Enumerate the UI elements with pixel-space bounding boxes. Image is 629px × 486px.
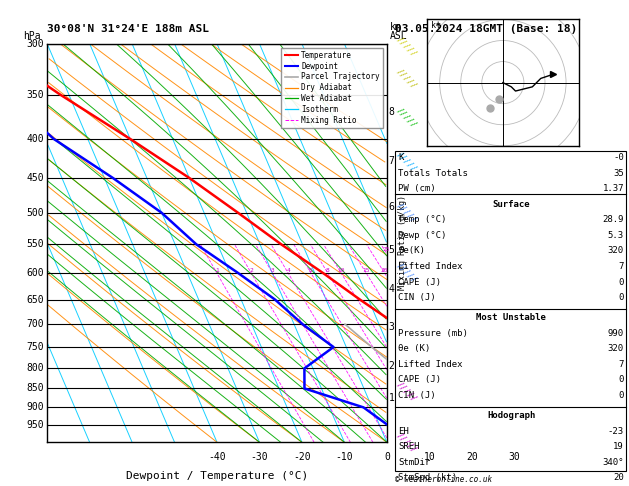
- Text: 2: 2: [249, 268, 253, 273]
- Text: 800: 800: [26, 364, 44, 373]
- Legend: Temperature, Dewpoint, Parcel Trajectory, Dry Adiabat, Wet Adiabat, Isotherm, Mi: Temperature, Dewpoint, Parcel Trajectory…: [281, 48, 383, 128]
- Text: K: K: [398, 153, 404, 162]
- Text: /////: /////: [395, 201, 419, 225]
- Text: 10: 10: [423, 452, 435, 462]
- Text: 6: 6: [309, 268, 313, 273]
- Text: /////: /////: [395, 261, 419, 285]
- Text: EH: EH: [398, 427, 409, 436]
- Text: CIN (J): CIN (J): [398, 391, 436, 400]
- Text: 5: 5: [389, 245, 394, 255]
- Text: 3: 3: [389, 322, 394, 332]
- Text: 30°08'N 31°24'E 188m ASL: 30°08'N 31°24'E 188m ASL: [47, 24, 209, 34]
- Text: /////: /////: [395, 379, 419, 403]
- Text: Totals Totals: Totals Totals: [398, 169, 468, 178]
- Text: 10: 10: [337, 268, 345, 273]
- Text: 0: 0: [618, 293, 624, 302]
- Text: Lifted Index: Lifted Index: [398, 262, 463, 271]
- Text: 8: 8: [326, 268, 330, 273]
- Text: 340°: 340°: [603, 458, 624, 467]
- Text: Mixing Ratio (g/kg): Mixing Ratio (g/kg): [398, 195, 407, 291]
- Text: Dewp (°C): Dewp (°C): [398, 231, 447, 240]
- Text: 7: 7: [618, 262, 624, 271]
- Text: 400: 400: [26, 134, 44, 144]
- Text: 4: 4: [389, 284, 394, 295]
- Text: Temp (°C): Temp (°C): [398, 215, 447, 225]
- Text: -20: -20: [293, 452, 311, 462]
- Text: 700: 700: [26, 319, 44, 329]
- Text: 2: 2: [389, 361, 394, 371]
- Text: 0: 0: [384, 452, 390, 462]
- Text: km
ASL: km ASL: [390, 22, 408, 41]
- Text: 8: 8: [389, 107, 394, 117]
- Text: 950: 950: [26, 420, 44, 430]
- Text: Dewpoint / Temperature (°C): Dewpoint / Temperature (°C): [126, 471, 308, 482]
- Text: 350: 350: [26, 90, 44, 100]
- Text: /////: /////: [395, 67, 419, 90]
- Text: Pressure (mb): Pressure (mb): [398, 329, 468, 338]
- Text: 1: 1: [215, 268, 219, 273]
- Text: 20: 20: [381, 268, 388, 273]
- Text: CAPE (J): CAPE (J): [398, 278, 441, 287]
- Text: 35: 35: [613, 169, 624, 178]
- Text: kt: kt: [431, 21, 442, 30]
- Text: -0: -0: [613, 153, 624, 162]
- Text: SREH: SREH: [398, 442, 420, 451]
- Text: 15: 15: [362, 268, 370, 273]
- Text: Most Unstable: Most Unstable: [476, 313, 546, 322]
- Text: 990: 990: [608, 329, 624, 338]
- Text: Hodograph: Hodograph: [487, 411, 535, 420]
- Text: 19: 19: [613, 442, 624, 451]
- Text: -23: -23: [608, 427, 624, 436]
- Text: 20: 20: [613, 473, 624, 483]
- Text: hPa: hPa: [23, 31, 41, 41]
- Text: 1: 1: [389, 393, 394, 403]
- Text: 6: 6: [389, 203, 394, 212]
- Text: 5.3: 5.3: [608, 231, 624, 240]
- Text: θe (K): θe (K): [398, 345, 430, 353]
- Text: 500: 500: [26, 208, 44, 218]
- Text: 450: 450: [26, 173, 44, 183]
- Text: Lifted Index: Lifted Index: [398, 360, 463, 369]
- Text: -40: -40: [208, 452, 226, 462]
- Text: 550: 550: [26, 240, 44, 249]
- Text: /////: /////: [395, 105, 419, 130]
- Text: © weatheronline.co.uk: © weatheronline.co.uk: [395, 474, 492, 484]
- Text: 600: 600: [26, 268, 44, 278]
- Text: -30: -30: [250, 452, 269, 462]
- Text: 28.9: 28.9: [603, 215, 624, 225]
- Text: 1.37: 1.37: [603, 184, 624, 193]
- Text: θe(K): θe(K): [398, 246, 425, 256]
- Text: 3: 3: [270, 268, 274, 273]
- Text: 320: 320: [608, 345, 624, 353]
- Text: 25: 25: [382, 247, 390, 252]
- Text: StmDir: StmDir: [398, 458, 430, 467]
- Text: PW (cm): PW (cm): [398, 184, 436, 193]
- Text: 300: 300: [26, 39, 44, 49]
- Text: Surface: Surface: [493, 200, 530, 209]
- Text: /////: /////: [395, 35, 419, 59]
- Text: 7: 7: [389, 156, 394, 166]
- Text: 650: 650: [26, 295, 44, 305]
- Text: 4: 4: [286, 268, 290, 273]
- Text: 0: 0: [618, 278, 624, 287]
- Text: 03.05.2024 18GMT (Base: 18): 03.05.2024 18GMT (Base: 18): [395, 24, 577, 34]
- Text: 0: 0: [618, 391, 624, 400]
- Text: 0: 0: [618, 376, 624, 384]
- Text: -10: -10: [335, 452, 353, 462]
- Text: /////: /////: [395, 150, 419, 174]
- Text: 320: 320: [608, 246, 624, 256]
- Text: 850: 850: [26, 383, 44, 394]
- Text: 20: 20: [466, 452, 477, 462]
- Text: 7: 7: [618, 360, 624, 369]
- Text: CIN (J): CIN (J): [398, 293, 436, 302]
- Text: 750: 750: [26, 342, 44, 352]
- Text: 30: 30: [508, 452, 520, 462]
- Text: CAPE (J): CAPE (J): [398, 376, 441, 384]
- Text: StmSpd (kt): StmSpd (kt): [398, 473, 457, 483]
- Text: 900: 900: [26, 402, 44, 413]
- Text: /////: /////: [395, 430, 419, 454]
